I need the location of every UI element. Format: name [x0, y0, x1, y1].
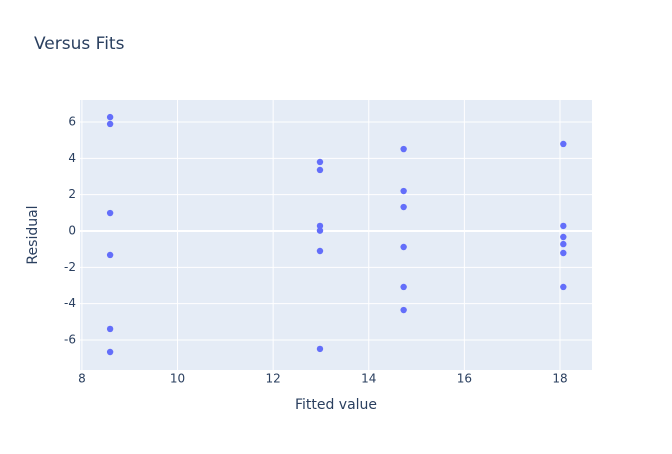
- x-tick-label: 14: [361, 372, 376, 386]
- point: [316, 227, 324, 234]
- point: [400, 187, 407, 195]
- point: [400, 243, 407, 251]
- y-tick-label: 6: [68, 114, 76, 128]
- chart-title: Versus Fits: [34, 34, 125, 54]
- y-tick-label: -2: [64, 260, 76, 274]
- point: [560, 233, 567, 241]
- point: [560, 283, 567, 291]
- y-axis-title: Residual: [25, 205, 41, 264]
- point: [106, 209, 114, 217]
- x-tick-label: 10: [170, 372, 185, 386]
- point: [560, 240, 567, 248]
- x-tick-label: 12: [265, 372, 280, 386]
- point: [400, 203, 407, 211]
- y-tick-label: 2: [68, 187, 76, 201]
- point: [316, 222, 324, 230]
- y-tick-label: 4: [68, 151, 76, 165]
- x-tick-label: 18: [552, 372, 567, 386]
- x-axis-title: Fitted value: [295, 397, 377, 413]
- point: [316, 166, 324, 174]
- point: [560, 222, 567, 230]
- point: [106, 113, 114, 121]
- point: [106, 325, 114, 333]
- plot-area: [80, 100, 592, 370]
- y-tick-label: 0: [68, 224, 76, 238]
- point: [106, 348, 114, 356]
- point: [106, 120, 114, 128]
- point: [106, 251, 114, 259]
- point: [400, 283, 407, 291]
- point: [560, 249, 567, 257]
- point: [316, 345, 324, 353]
- point: [560, 140, 567, 148]
- point: [316, 158, 324, 166]
- point: [400, 306, 407, 314]
- y-tick-label: -4: [64, 296, 76, 310]
- x-tick-label: 8: [78, 372, 86, 386]
- point: [316, 247, 324, 255]
- x-tick-label: 16: [457, 372, 472, 386]
- point: [400, 145, 407, 153]
- y-tick-label: -6: [64, 333, 76, 347]
